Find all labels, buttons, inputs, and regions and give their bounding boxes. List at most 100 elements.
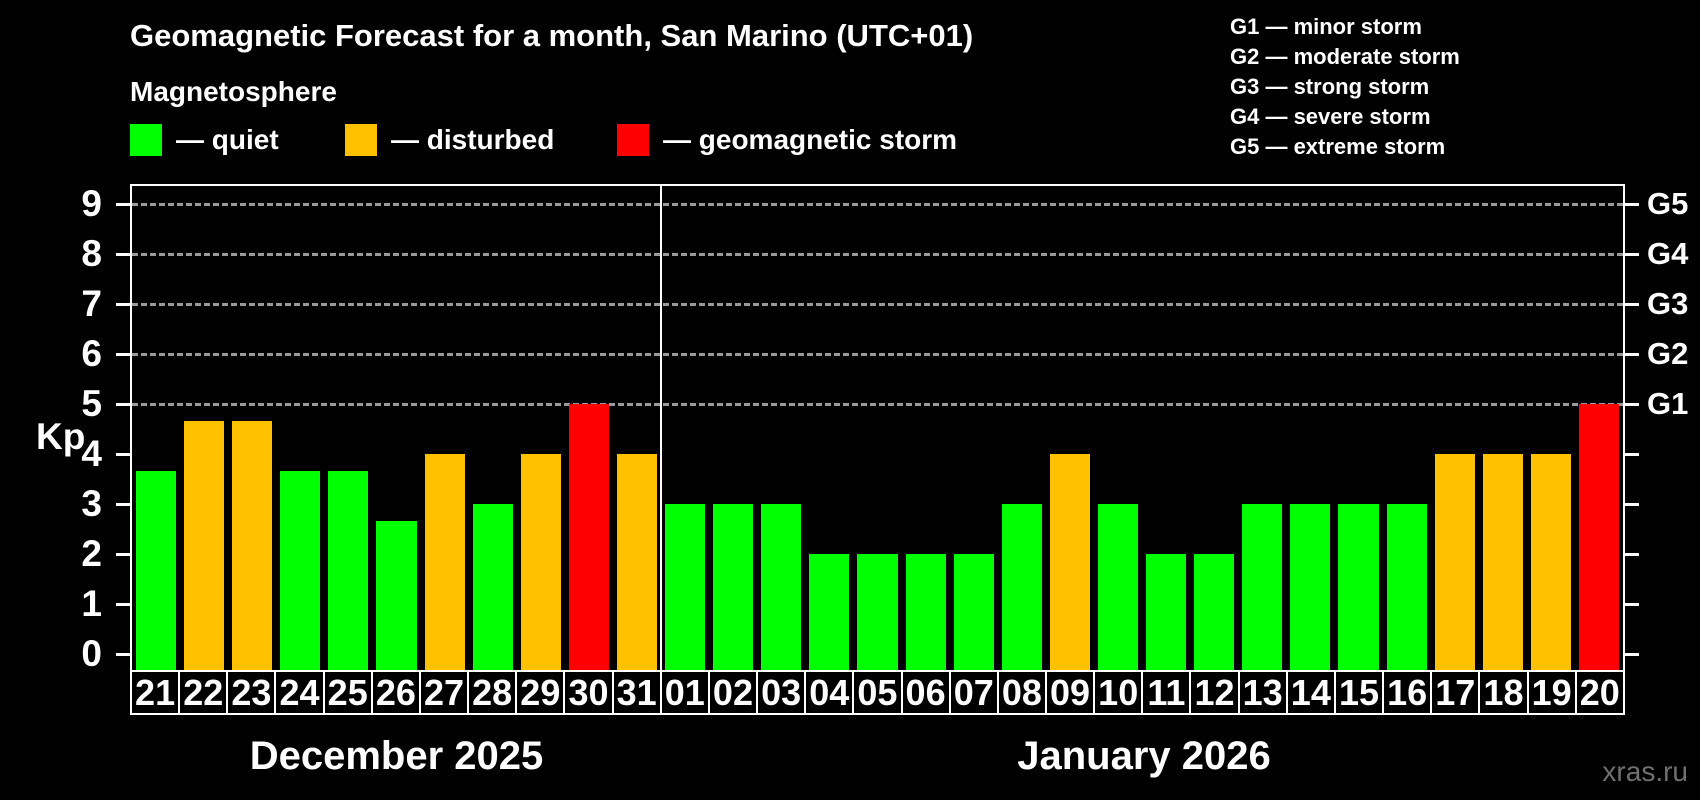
day-label-25: 25: [322, 670, 373, 715]
kp-bar-day-05: [857, 554, 898, 670]
kp-bar-day-09: [1049, 454, 1090, 670]
day-label-27: 27: [418, 670, 470, 715]
kp-tick-label-5: 5: [81, 383, 102, 424]
day-label-26: 26: [370, 670, 421, 715]
y-axis-title: Kp: [36, 416, 86, 457]
day-label-17: 17: [1430, 670, 1481, 715]
day-label-13: 13: [1237, 670, 1288, 715]
chart-title: Geomagnetic Forecast for a month, San Ma…: [130, 18, 974, 53]
left-axis-tick: [116, 352, 130, 356]
day-label-24: 24: [274, 670, 325, 715]
g-scale-label-g5: G5: [1647, 186, 1689, 221]
kp-tick-label-1: 1: [81, 583, 102, 624]
kp-bar-day-13: [1242, 504, 1283, 670]
kp-bar-day-14: [1290, 504, 1331, 670]
kp-bar-day-27: [424, 454, 465, 670]
day-label-16: 16: [1382, 670, 1433, 715]
right-axis-tick: [1625, 552, 1639, 556]
kp-bar-day-20: [1578, 404, 1619, 670]
month-separator: [660, 186, 663, 670]
gridline-kp9: [132, 203, 1623, 206]
storm-scale-line-g5: G5 — extreme storm: [1230, 134, 1446, 159]
day-label-23: 23: [226, 670, 277, 715]
day-label-10: 10: [1093, 670, 1144, 715]
disturbed-color-swatch-icon: [345, 124, 377, 156]
day-label-08: 08: [996, 670, 1047, 715]
left-axis-tick: [116, 252, 130, 256]
kp-bar-day-06: [905, 554, 946, 670]
kp-bar-day-31: [616, 454, 658, 670]
left-axis-tick: [116, 652, 130, 656]
legend-item-quiet: — quiet: [130, 122, 279, 158]
kp-tick-label-2: 2: [81, 533, 102, 574]
magnetosphere-label: Magnetosphere: [130, 76, 337, 107]
day-label-12: 12: [1189, 670, 1240, 715]
kp-bar-day-04: [809, 554, 850, 670]
kp-bar-day-22: [184, 420, 225, 670]
right-axis-tick: [1625, 352, 1639, 356]
kp-bar-day-16: [1386, 504, 1427, 670]
right-axis-tick: [1625, 502, 1639, 506]
kp-bar-day-23: [232, 420, 273, 670]
g-scale-label-g3: G3: [1647, 286, 1689, 321]
g-scale-label-g1: G1: [1647, 386, 1689, 421]
day-label-20: 20: [1574, 670, 1625, 715]
g-scale-label-g2: G2: [1647, 336, 1689, 371]
day-label-11: 11: [1141, 670, 1192, 715]
storm-scale-line-g4: G4 — severe storm: [1230, 104, 1431, 129]
kp-bar-day-25: [328, 470, 369, 670]
storm-scale-line-g3: G3 — strong storm: [1230, 74, 1430, 99]
day-label-14: 14: [1285, 670, 1336, 715]
day-label-06: 06: [900, 670, 951, 715]
right-axis-tick: [1625, 652, 1639, 656]
kp-bar-day-10: [1097, 504, 1139, 670]
left-axis-tick: [116, 202, 130, 206]
day-label-31: 31: [611, 670, 662, 715]
right-axis-tick: [1625, 402, 1639, 406]
day-label-09: 09: [1044, 670, 1096, 715]
legend-item-disturbed: — disturbed: [345, 122, 554, 158]
day-label-29: 29: [515, 670, 566, 715]
day-label-15: 15: [1333, 670, 1385, 715]
gridline-kp6: [132, 353, 1623, 356]
kp-bar-day-17: [1434, 454, 1475, 670]
kp-bar-day-18: [1482, 454, 1523, 670]
kp-status-legend: — quiet — disturbed — geomagnetic storm: [0, 122, 1100, 158]
storm-scale-legend: G1 — minor storm G2 — moderate storm G3 — …: [1230, 12, 1460, 162]
legend-label-quiet: — quiet: [176, 124, 279, 155]
kp-tick-label-9: 9: [81, 183, 102, 224]
storm-color-swatch-icon: [617, 124, 649, 156]
day-label-22: 22: [178, 670, 229, 715]
day-label-18: 18: [1478, 670, 1529, 715]
left-axis-tick: [116, 602, 130, 606]
gridline-kp7: [132, 303, 1623, 306]
legend-item-storm: — geomagnetic storm: [617, 122, 957, 158]
quiet-color-swatch-icon: [130, 124, 162, 156]
watermark: xras.ru: [1602, 756, 1688, 787]
kp-tick-label-6: 6: [81, 333, 102, 374]
kp-bar-day-02: [713, 504, 754, 670]
day-label-03: 03: [756, 670, 807, 715]
left-axis-tick: [116, 402, 130, 406]
legend-label-disturbed: — disturbed: [391, 124, 555, 155]
kp-tick-label-8: 8: [81, 233, 102, 274]
kp-bar-day-30: [568, 404, 609, 670]
left-axis-tick: [116, 502, 130, 506]
day-label-07: 07: [948, 670, 999, 715]
day-label-19: 19: [1526, 670, 1577, 715]
gridline-kp8: [132, 253, 1623, 256]
kp-tick-label-7: 7: [81, 283, 102, 324]
kp-bar-day-29: [520, 454, 561, 670]
kp-bar-day-11: [1146, 554, 1187, 670]
month-label-january: January 2026: [1017, 734, 1271, 778]
plot-area: 0 1 2 3 4 5 6 7 8 9 G1 G2 G3 G4 G5: [81, 183, 1688, 674]
month-label-december: December 2025: [249, 734, 544, 778]
day-label-01: 01: [659, 670, 710, 715]
kp-bar-day-01: [665, 504, 706, 670]
kp-bar-day-12: [1194, 554, 1235, 670]
kp-bar-day-07: [953, 554, 994, 670]
left-axis-tick: [116, 452, 130, 456]
kp-bar-day-03: [761, 504, 802, 670]
day-label-04: 04: [804, 670, 855, 715]
